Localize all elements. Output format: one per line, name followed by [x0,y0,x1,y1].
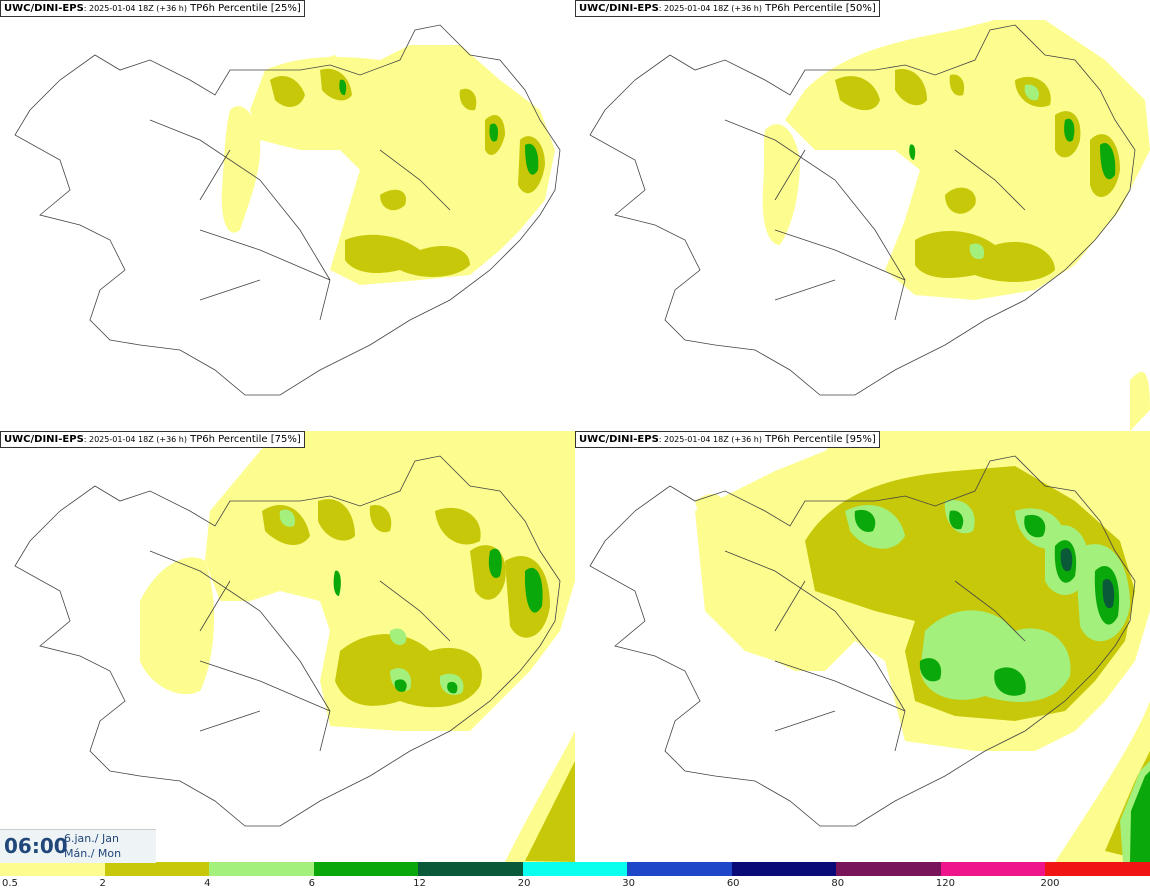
legend-label: 60 [726,878,740,889]
legend-swatch [1045,862,1150,876]
legend-swatch [313,862,420,876]
legend-swatch [0,862,106,876]
legend-label: 2 [99,878,106,889]
panel-title: UWC/DINI-EPS: 2025-01-04 18Z (+36 h) TP6… [575,0,880,17]
panel-title: UWC/DINI-EPS: 2025-01-04 18Z (+36 h) TP6… [575,431,880,448]
valid-clock: 06:00 [4,834,68,858]
precip-map [589,20,1150,431]
legend-label: 30 [622,878,635,889]
valid-time-box: 06:00 6.jan./ Jan Mán./ Mon [0,829,156,863]
legend-label: 4 [204,878,211,889]
valid-day: Mán./ Mon [64,847,122,860]
iceland-coastline [14,24,561,396]
legend-swatch [627,862,733,876]
valid-date: 6.jan./ Jan [64,832,119,845]
legend-label: 0.5 [2,878,18,889]
legend-label: 6 [308,878,315,889]
legend-label: 12 [413,878,426,889]
panel-title: UWC/DINI-EPS: 2025-01-04 18Z (+36 h) TP6… [0,431,305,448]
map-panel-p25: UWC/DINI-EPS: 2025-01-04 18Z (+36 h) TP6… [0,0,575,431]
panel-title: UWC/DINI-EPS: 2025-01-04 18Z (+36 h) TP6… [0,0,305,17]
legend-swatch [836,862,942,876]
precip-light [140,431,575,862]
precip-map [589,431,1150,862]
legend-swatch [209,862,315,876]
color-legend: 0.5 2 4 6 12 20 30 60 80 120 200 [0,862,1150,891]
legend-swatch [418,862,524,876]
legend-swatch [940,862,1047,876]
legend-swatch [731,862,838,876]
map-panel-p75: UWC/DINI-EPS: 2025-01-04 18Z (+36 h) TP6… [0,431,575,862]
legend-label: 120 [935,878,955,889]
precip-lgreen [969,84,1040,260]
precip-green [339,79,539,175]
legend-swatch [522,862,629,876]
legend-label: 80 [831,878,845,889]
map-panel-p50: UWC/DINI-EPS: 2025-01-04 18Z (+36 h) TP6… [575,0,1150,431]
iceland-coastline [14,455,561,827]
precip-map [14,24,561,396]
precip-dgreen [1060,548,1115,609]
map-panel-p95: UWC/DINI-EPS: 2025-01-04 18Z (+36 h) TP6… [575,431,1150,862]
legend-label: 20 [517,878,531,889]
precip-green [333,548,543,694]
precip-light [762,20,1150,431]
precip-light [221,45,555,285]
precip-map [14,431,575,862]
precip-green [909,118,1116,180]
legend-label: 200 [1040,878,1060,889]
iceland-coastline [589,24,1136,396]
legend-swatch [104,862,211,876]
iceland-coastline [589,455,1136,827]
